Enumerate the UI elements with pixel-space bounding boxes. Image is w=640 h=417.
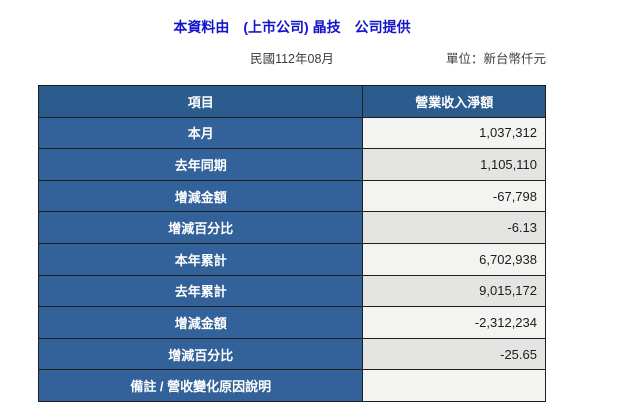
table-row: 備註 / 營收變化原因說明 bbox=[37, 369, 546, 402]
report-meta-row: 民國112年08月 單位：新台幣仟元 bbox=[38, 48, 546, 66]
table-row: 增減百分比 -6.13 bbox=[37, 211, 546, 244]
row-label-cell: 增減金額 bbox=[37, 306, 364, 339]
table-row: 本年累計 6,702,938 bbox=[37, 242, 546, 276]
row-value-cell bbox=[362, 369, 546, 402]
report-title: 本資料由 (上市公司) 晶技 公司提供 bbox=[173, 19, 411, 35]
row-label-cell: 增減百分比 bbox=[37, 337, 364, 371]
row-value-cell: 9,015,172 bbox=[362, 274, 546, 308]
currency-unit-label: 單位：新台幣仟元 bbox=[445, 52, 546, 66]
row-value-cell: 6,702,938 bbox=[362, 242, 546, 276]
row-value-cell: -25.65 bbox=[362, 337, 546, 371]
row-value-cell: -2,312,234 bbox=[362, 306, 546, 339]
table-row: 本月 1,037,312 bbox=[37, 116, 546, 150]
header-net-revenue-column: 營業收入淨額 bbox=[362, 85, 546, 118]
table-row: 增減百分比 -25.65 bbox=[37, 337, 546, 371]
header-item-column: 項目 bbox=[37, 85, 364, 118]
row-label-cell: 去年累計 bbox=[37, 274, 364, 308]
report-period: 民國112年08月 bbox=[250, 52, 334, 66]
table-header-row: 項目 營業收入淨額 bbox=[37, 85, 546, 118]
row-label-cell: 本月 bbox=[37, 116, 364, 150]
revenue-table: 項目 營業收入淨額 本月 1,037,312 去年同期 1,105,110 增減… bbox=[37, 85, 546, 402]
row-value-cell: -67,798 bbox=[362, 179, 546, 213]
row-label-cell: 備註 / 營收變化原因說明 bbox=[37, 369, 364, 402]
table-row: 增減金額 -2,312,234 bbox=[37, 306, 546, 339]
row-value-cell: -6.13 bbox=[362, 211, 546, 244]
table-row: 增減金額 -67,798 bbox=[37, 179, 546, 213]
row-label-cell: 增減金額 bbox=[37, 179, 364, 213]
row-label-cell: 增減百分比 bbox=[37, 211, 364, 244]
row-label-cell: 去年同期 bbox=[37, 148, 364, 181]
table-row: 去年累計 9,015,172 bbox=[37, 274, 546, 308]
table-row: 去年同期 1,105,110 bbox=[37, 148, 546, 181]
row-label-cell: 本年累計 bbox=[37, 242, 364, 276]
row-value-cell: 1,037,312 bbox=[362, 116, 546, 150]
row-value-cell: 1,105,110 bbox=[362, 148, 546, 181]
